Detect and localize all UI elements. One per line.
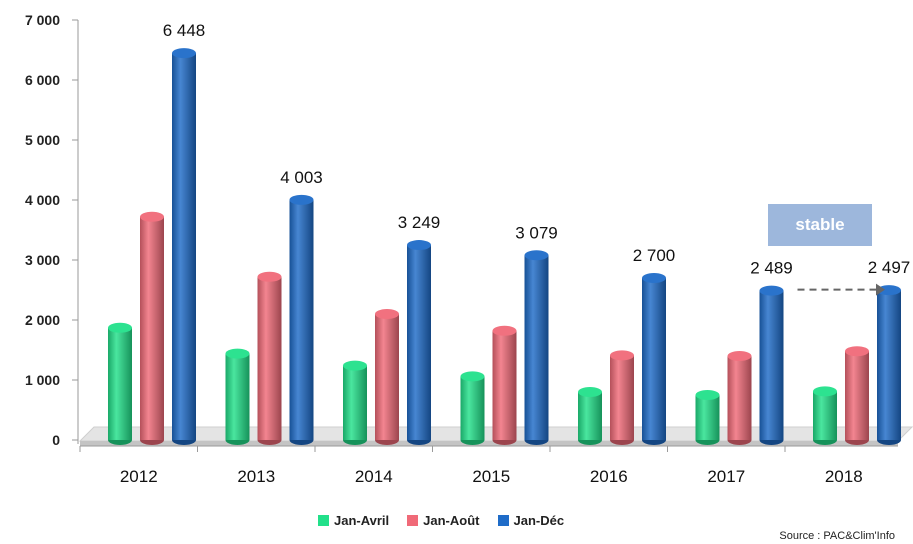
bar-top-jan-dec (759, 285, 784, 296)
floor-edge (80, 441, 898, 446)
y-tick-label: 7 000 (25, 12, 60, 28)
legend: Jan-Avril Jan-Août Jan-Déc (318, 513, 564, 528)
bar-top-jan-dec (407, 240, 431, 251)
legend-swatch-jan-dec (497, 515, 509, 526)
legend-item-jan-avril: Jan-Avril (318, 513, 389, 528)
data-label-jan-dec: 4 003 (280, 168, 323, 187)
legend-item-jan-dec: Jan-Déc (497, 513, 565, 528)
bars (108, 48, 901, 445)
bar-jan-aout-2014 (375, 314, 399, 440)
bar-top-jan-avril (108, 322, 132, 333)
bar-top-jan-avril (813, 386, 837, 397)
y-tick-label: 4 000 (25, 192, 60, 208)
legend-label-jan-dec: Jan-Déc (513, 513, 565, 528)
data-label-jan-dec: 3 249 (398, 213, 441, 232)
bar-jan-avril-2014 (343, 365, 367, 440)
x-tick-label: 2018 (825, 467, 863, 486)
bar-top-jan-dec (642, 273, 666, 283)
x-tick-label: 2016 (590, 467, 628, 486)
x-tick-label: 2012 (120, 467, 158, 486)
bar-top-jan-aout (727, 351, 752, 361)
bar-top-jan-avril (343, 360, 367, 371)
bar-top-jan-aout (257, 271, 282, 282)
source-note: Source : PAC&Clim'Info (779, 530, 895, 542)
bar-jan-aout-2018 (845, 351, 869, 440)
y-tick-label: 3 000 (25, 252, 60, 268)
bar-jan-aout-2016 (610, 355, 634, 440)
bar-top-jan-dec (877, 285, 901, 296)
x-tick-label: 2017 (707, 467, 745, 486)
bar-jan-aout-2015 (492, 330, 517, 440)
bar-top-jan-avril (695, 390, 720, 400)
stable-annotation: stable (768, 204, 872, 246)
annotation-arrow (797, 283, 885, 296)
data-labels: 6 448 4 003 3 249 3 079 2 700 2 489 2 497 (163, 21, 911, 278)
bar-jan-dec-2016 (642, 278, 666, 440)
arrow-head (876, 283, 885, 296)
bar-jan-aout-2017 (727, 356, 752, 440)
bar-jan-dec-2012 (172, 53, 196, 441)
data-label-jan-dec: 2 489 (750, 259, 793, 278)
data-label-jan-dec: 2 700 (633, 246, 676, 265)
bar-top-jan-dec (289, 194, 314, 205)
legend-label-jan-avril: Jan-Avril (334, 513, 390, 528)
data-label-jan-dec: 3 079 (515, 223, 558, 242)
bar-jan-avril-2015 (460, 376, 485, 440)
x-tick-label: 2015 (472, 467, 510, 486)
bar-jan-avril-2017 (695, 395, 720, 440)
legend-swatch-jan-aout (407, 515, 419, 526)
y-tick-label: 0 (52, 432, 60, 448)
bar-jan-avril-2018 (813, 391, 837, 440)
bar-jan-aout-2013 (257, 276, 282, 440)
data-label-jan-dec: 6 448 (163, 21, 206, 40)
legend-label-jan-aout: Jan-Août (423, 513, 480, 528)
bar-top-jan-aout (375, 309, 399, 319)
legend-item-jan-aout: Jan-Août (407, 513, 480, 528)
bar-top-jan-avril (578, 387, 602, 397)
data-label-jan-dec: 2 497 (868, 258, 911, 277)
bar-top-jan-aout (492, 325, 517, 336)
bar-jan-dec-2015 (524, 255, 549, 440)
bar-jan-avril-2012 (108, 327, 132, 440)
bar-top-jan-aout (610, 350, 634, 361)
bar-top-jan-avril (225, 348, 250, 359)
bar-jan-aout-2012 (140, 216, 164, 440)
bar-jan-dec-2017 (759, 290, 784, 440)
bar-top-jan-dec (172, 48, 196, 59)
y-tick-label: 2 000 (25, 312, 60, 328)
bar-top-jan-avril (460, 371, 485, 382)
y-axis: 0 1 000 2 000 3 000 4 000 5 000 6 000 7 000 (25, 12, 79, 448)
x-tick-label: 2014 (355, 467, 393, 486)
bar-top-jan-aout (845, 346, 869, 357)
y-tick-label: 6 000 (25, 72, 60, 88)
bar-jan-dec-2018 (877, 290, 901, 440)
bar-jan-avril-2016 (578, 392, 602, 440)
y-tick-label: 5 000 (25, 132, 60, 148)
bar-jan-avril-2013 (225, 353, 250, 440)
bar-top-jan-aout (140, 211, 164, 222)
legend-swatch-jan-avril (318, 515, 329, 526)
bar-top-jan-dec (524, 250, 549, 261)
bar-jan-dec-2014 (407, 245, 431, 440)
y-tick-label: 1 000 (25, 372, 60, 388)
bar-jan-dec-2013 (289, 199, 314, 440)
x-axis: 2012 2013 2014 2015 2016 2017 2018 (79, 445, 898, 486)
x-tick-label: 2013 (237, 467, 275, 486)
